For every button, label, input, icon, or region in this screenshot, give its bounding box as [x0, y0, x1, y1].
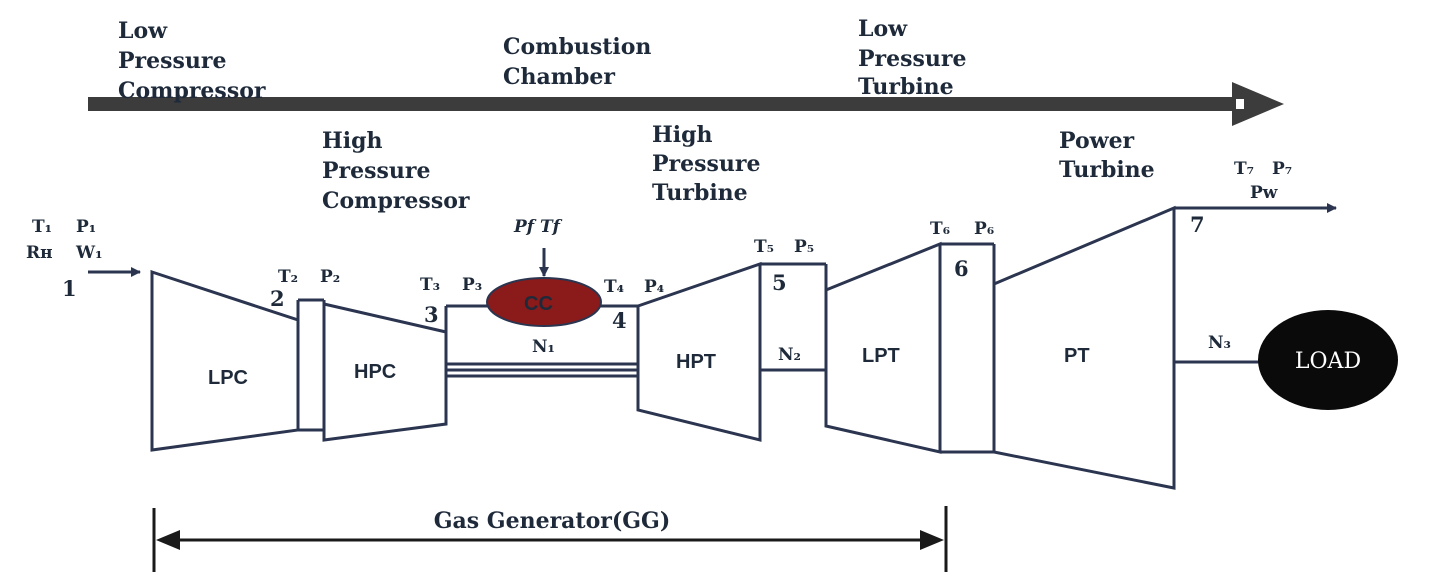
symbol-w1: W₁ [75, 243, 103, 263]
symbol-n2: N₂ [778, 345, 801, 365]
station-1: 1 [62, 276, 77, 301]
symbol-t7: T₇ [1234, 159, 1254, 179]
station-4: 4 [612, 308, 627, 333]
symbol-p5: P₅ [794, 237, 814, 257]
load-label: LOAD [1295, 349, 1361, 374]
heading-combustion-chamber: Combustion Chamber [503, 34, 659, 90]
combustor-ducts [444, 304, 638, 332]
symbol-t6: T₆ [930, 219, 950, 239]
symbol-n1: N₁ [532, 337, 555, 357]
hpt-lpt-connector [760, 262, 828, 372]
symbol-t2: T₂ [278, 267, 298, 287]
combustion-chamber-shape [486, 277, 602, 327]
gas-generator-span [152, 506, 948, 572]
symbol-t4: T₄ [604, 277, 624, 297]
station-7: 7 [1190, 212, 1205, 237]
flow-direction-arrow [88, 82, 1284, 126]
symbol-p3: P₃ [462, 275, 482, 295]
station-5: 5 [772, 270, 787, 295]
symbol-p2: P₂ [320, 267, 340, 287]
symbol-fuel: Pf Tf [513, 217, 563, 237]
pt-label: PT [1064, 345, 1090, 367]
station-6: 6 [954, 256, 969, 281]
station-2: 2 [270, 286, 285, 311]
symbol-t3: T₃ [420, 275, 440, 295]
symbol-t5: T₅ [754, 237, 774, 257]
symbol-t1: T₁ [32, 217, 52, 237]
symbol-p7: P₇ [1272, 159, 1292, 179]
symbol-rh: Rʜ [26, 243, 53, 263]
lpc-hpc-connector [296, 298, 326, 432]
cc-label: CC [524, 293, 553, 315]
lpt-label: LPT [862, 345, 900, 367]
station-3: 3 [424, 302, 439, 327]
heading-power-turbine: Power Turbine [1059, 128, 1155, 183]
symbol-p6: P₆ [974, 219, 994, 239]
lpt-pt-connector [940, 242, 996, 454]
heading-low-pressure-compressor: Low Pressure Compressor [118, 18, 266, 104]
shaft-n1 [446, 362, 638, 378]
hpt-label: HPT [676, 351, 716, 373]
hpt-shape [636, 261, 762, 442]
symbol-p4: P₄ [644, 277, 664, 297]
gas-generator-label: Gas Generator(GG) [434, 508, 671, 534]
heading-high-pressure-compressor: High Pressure Compressor [322, 128, 470, 214]
hpc-label: HPC [354, 361, 396, 383]
symbol-pw: Pᴡ [1250, 183, 1278, 203]
heading-low-pressure-turbine: Low Pressure Turbine [858, 16, 974, 100]
hpc-shape [322, 302, 448, 442]
load-shape [1258, 310, 1398, 410]
symbol-n3: N₃ [1208, 333, 1231, 353]
lpc-label: LPC [208, 367, 248, 389]
heading-high-pressure-turbine: High Pressure Turbine [652, 122, 768, 206]
pt-shape [992, 205, 1176, 490]
symbol-p1: P₁ [76, 217, 96, 237]
